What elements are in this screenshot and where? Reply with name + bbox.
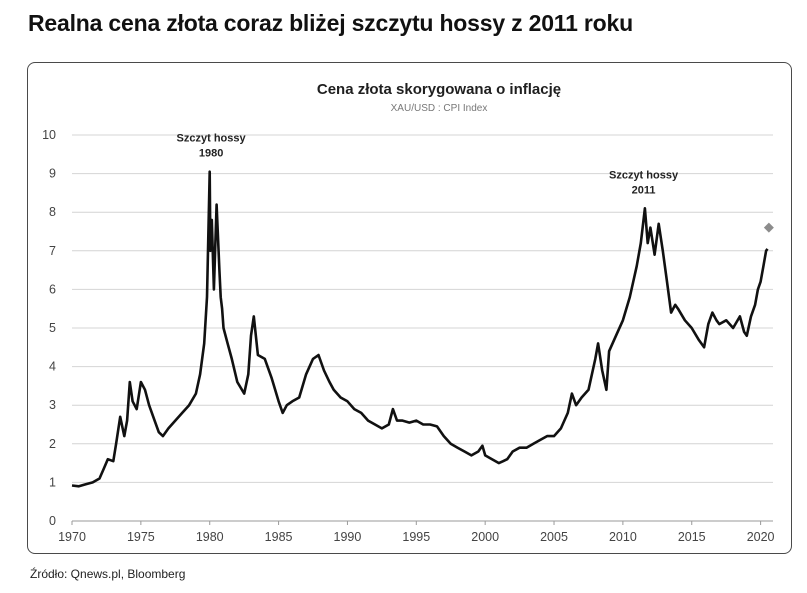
x-tick-label-2010: 2010 xyxy=(609,530,637,544)
x-tick-label-1990: 1990 xyxy=(334,530,362,544)
y-tick-label-10: 10 xyxy=(42,128,56,142)
end-diamond-marker xyxy=(763,222,774,233)
annotation-peak-1980-year: 1980 xyxy=(199,148,223,160)
annotation-peak-2011-year: 2011 xyxy=(632,184,656,196)
y-tick-label-5: 5 xyxy=(49,321,56,335)
page-headline: Realna cena złota coraz bliżej szczytu h… xyxy=(28,10,633,36)
x-tick-label-1995: 1995 xyxy=(402,530,430,544)
marker-layer xyxy=(763,222,774,233)
x-tick-label-1975: 1975 xyxy=(127,530,155,544)
x-tick-label-1985: 1985 xyxy=(265,530,293,544)
annotation-peak-1980-label: Szczyt hossy xyxy=(177,133,247,145)
y-tick-label-7: 7 xyxy=(49,244,56,258)
y-tick-label-3: 3 xyxy=(49,398,56,412)
chart-title: Cena złota skorygowana o inflację xyxy=(317,81,561,98)
x-tick-label-1980: 1980 xyxy=(196,530,224,544)
y-tick-label-1: 1 xyxy=(49,475,56,489)
gold-price-chart: Cena złota skorygowana o inflację XAU/US… xyxy=(42,81,775,544)
y-tick-label-8: 8 xyxy=(49,205,56,219)
y-tick-label-6: 6 xyxy=(49,282,56,296)
x-tick-label-1970: 1970 xyxy=(58,530,86,544)
y-tick-label-4: 4 xyxy=(49,360,56,374)
chart-subtitle: XAU/USD : CPI Index xyxy=(391,103,488,114)
y-axis-ticks: 0 1 2 3 4 5 6 7 8 9 10 xyxy=(42,128,56,528)
x-tick-label-2015: 2015 xyxy=(678,530,706,544)
annotations: Szczyt hossy 1980 Szczyt hossy 2011 xyxy=(177,133,679,197)
grid-lines xyxy=(72,134,773,522)
annotation-peak-2011-label: Szczyt hossy xyxy=(609,169,679,181)
source-note: Źródło: Qnews.pl, Bloomberg xyxy=(30,567,186,581)
x-axis-ticks: 1970 1975 1980 1985 1990 1995 2000 2005 2010 2015… xyxy=(58,521,775,544)
series-line-gold-real-price xyxy=(71,170,769,488)
x-tick-label-2000: 2000 xyxy=(471,530,499,544)
x-tick-label-2020: 2020 xyxy=(747,530,775,544)
y-tick-label-2: 2 xyxy=(49,437,56,451)
y-tick-label-0: 0 xyxy=(49,514,56,528)
x-tick-label-2005: 2005 xyxy=(540,530,568,544)
chart-container: Cena złota skorygowana o inflację XAU/US… xyxy=(27,62,792,554)
y-tick-label-9: 9 xyxy=(49,167,56,181)
